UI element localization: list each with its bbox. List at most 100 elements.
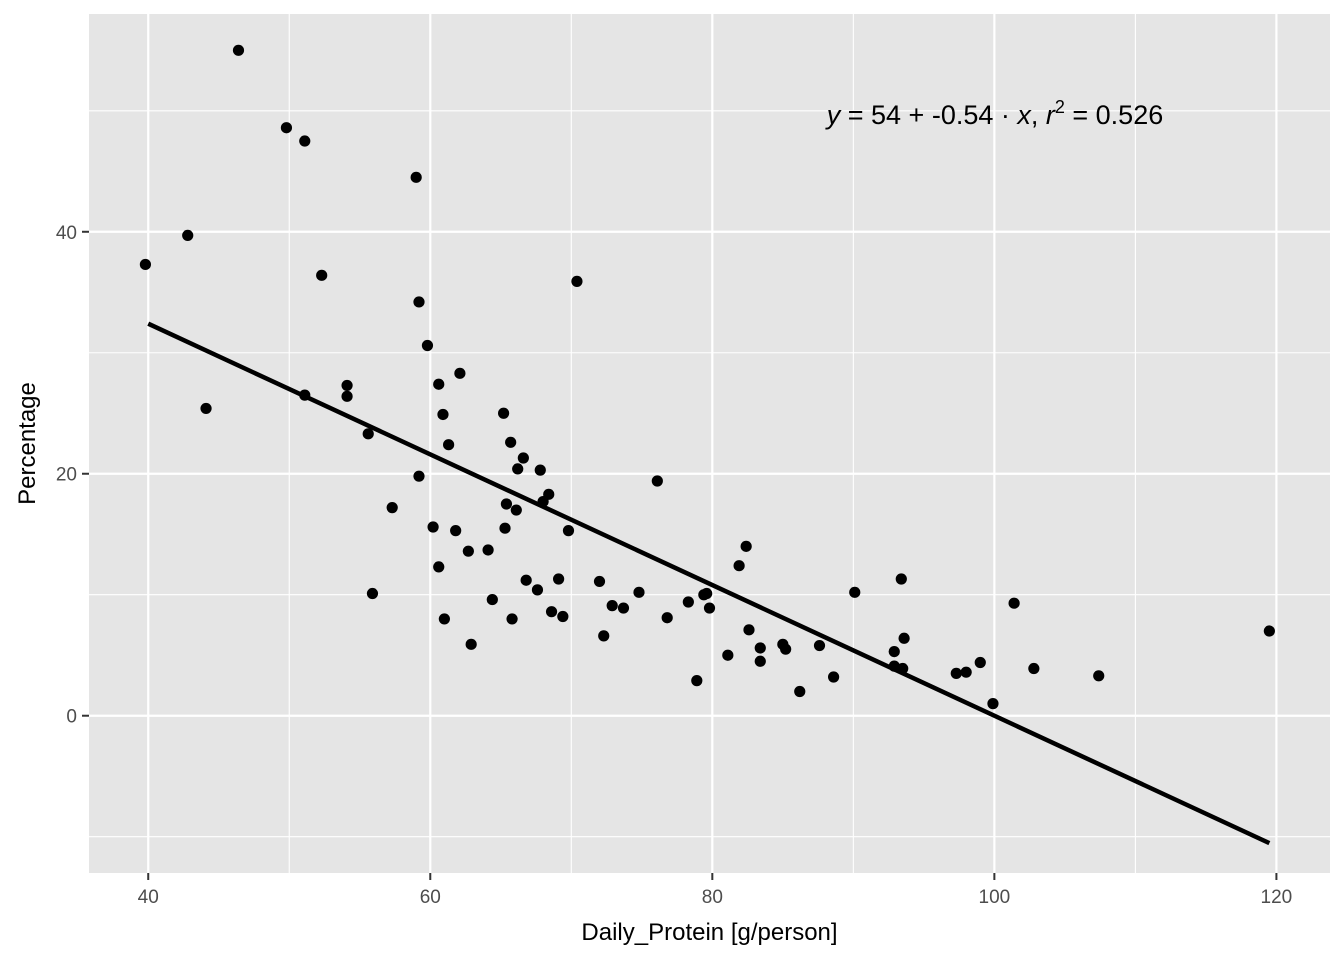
x-tick-label: 120 [1261, 887, 1293, 908]
scatter-point [450, 525, 462, 537]
x-axis-title: Daily_Protein [g/person] [581, 919, 837, 946]
y-tick-label: 0 [66, 707, 77, 728]
scatter-point [443, 439, 455, 451]
scatter-point [500, 498, 513, 510]
x-tick-label: 60 [420, 887, 441, 908]
eq-r2-value: = 0.526 [1065, 100, 1163, 130]
eq-y-var: y [825, 100, 842, 130]
scatter-point [427, 521, 439, 533]
eq-x-var: x [1015, 100, 1032, 130]
plot-panel [89, 14, 1330, 873]
scatter-point [520, 574, 532, 586]
eq-r-superscript: 2 [1055, 97, 1065, 117]
scatter-point [651, 475, 663, 487]
scatter-point [410, 171, 422, 183]
scatter-point [512, 463, 524, 475]
scatter-point [617, 602, 630, 614]
scatter-point [722, 649, 734, 661]
scatter-point [754, 655, 766, 667]
x-axis-tick-labels: 40 60 80 100 120 [138, 887, 1293, 908]
scatter-point [701, 587, 713, 600]
scatter-point [1008, 597, 1020, 609]
scatter-point [482, 544, 494, 556]
scatter-point [733, 560, 745, 572]
scatter-point [740, 540, 752, 552]
scatter-point [553, 573, 565, 585]
scatter-point [299, 135, 311, 147]
data-points [139, 44, 1275, 710]
scatter-point [895, 573, 907, 585]
scatter-point [794, 685, 806, 698]
scatter-point [606, 600, 618, 612]
scatter-point [974, 656, 986, 669]
scatter-point [341, 390, 353, 402]
scatter-point [543, 488, 555, 500]
scatter-point [531, 584, 544, 596]
scatter-point [280, 122, 293, 134]
scatter-point [498, 407, 510, 419]
scatter-point [341, 379, 353, 392]
scatter-point [462, 545, 474, 557]
scatter-point [1093, 670, 1105, 682]
scatter-point [898, 632, 910, 644]
scatter-point [888, 645, 900, 658]
scatter-point [682, 596, 694, 608]
scatter-point [486, 593, 498, 606]
y-axis-title: Percentage [14, 382, 41, 505]
scatter-point [661, 612, 673, 624]
scatter-point [557, 610, 569, 623]
scatter-point [828, 671, 840, 683]
scatter-point [232, 44, 245, 56]
eq-coefficients: = 54 + -0.54 · [840, 100, 1017, 130]
scatter-point [517, 452, 529, 464]
scatter-point [571, 275, 583, 287]
y-tick-label: 20 [56, 465, 77, 486]
y-tick-label: 40 [56, 223, 77, 244]
scatter-point [754, 642, 766, 654]
scatter-point [545, 606, 558, 618]
x-tick-label: 100 [979, 887, 1011, 908]
scatter-point [316, 269, 328, 281]
scatter-point [421, 339, 434, 352]
scatter-point [950, 667, 962, 679]
scatter-point [182, 229, 194, 242]
scatter-point [534, 464, 546, 476]
axis-ticks [82, 230, 1278, 880]
scatter-point [139, 258, 152, 271]
scatter-point [743, 624, 755, 636]
scatter-point [987, 698, 999, 710]
scatter-point [813, 639, 826, 652]
scatter-point [413, 296, 425, 308]
scatter-point [633, 586, 645, 598]
scatter-point [780, 643, 792, 655]
eq-r-var: r [1046, 100, 1056, 130]
x-tick-label: 40 [138, 887, 159, 908]
scatter-point [593, 575, 606, 588]
scatter-point [433, 561, 445, 573]
scatter-point [465, 638, 477, 650]
scatter-point [849, 586, 861, 598]
scatter-point [691, 675, 703, 687]
regression-equation: y = 54 + -0.54 · x, r2 = 0.526 [825, 97, 1163, 130]
scatter-point [362, 428, 374, 440]
scatter-point [506, 613, 518, 625]
scatter-point [454, 367, 466, 379]
major-gridlines [89, 14, 1330, 873]
regression-line [147, 321, 1271, 846]
scatter-point [433, 378, 445, 390]
scatter-point [413, 470, 425, 482]
scatter-point [437, 408, 449, 421]
scatter-point [562, 525, 575, 537]
scatter-point [499, 522, 511, 534]
scatter-point [505, 436, 517, 448]
scatter-point [438, 613, 450, 625]
scatter-point [366, 587, 379, 600]
scatter-point [386, 502, 398, 514]
scatter-point [1028, 662, 1040, 675]
scatter-point [598, 630, 610, 642]
scatter-point [200, 402, 212, 415]
x-tick-label: 80 [702, 887, 723, 908]
eq-separator: , [1031, 100, 1046, 130]
scatter-point [960, 666, 972, 678]
